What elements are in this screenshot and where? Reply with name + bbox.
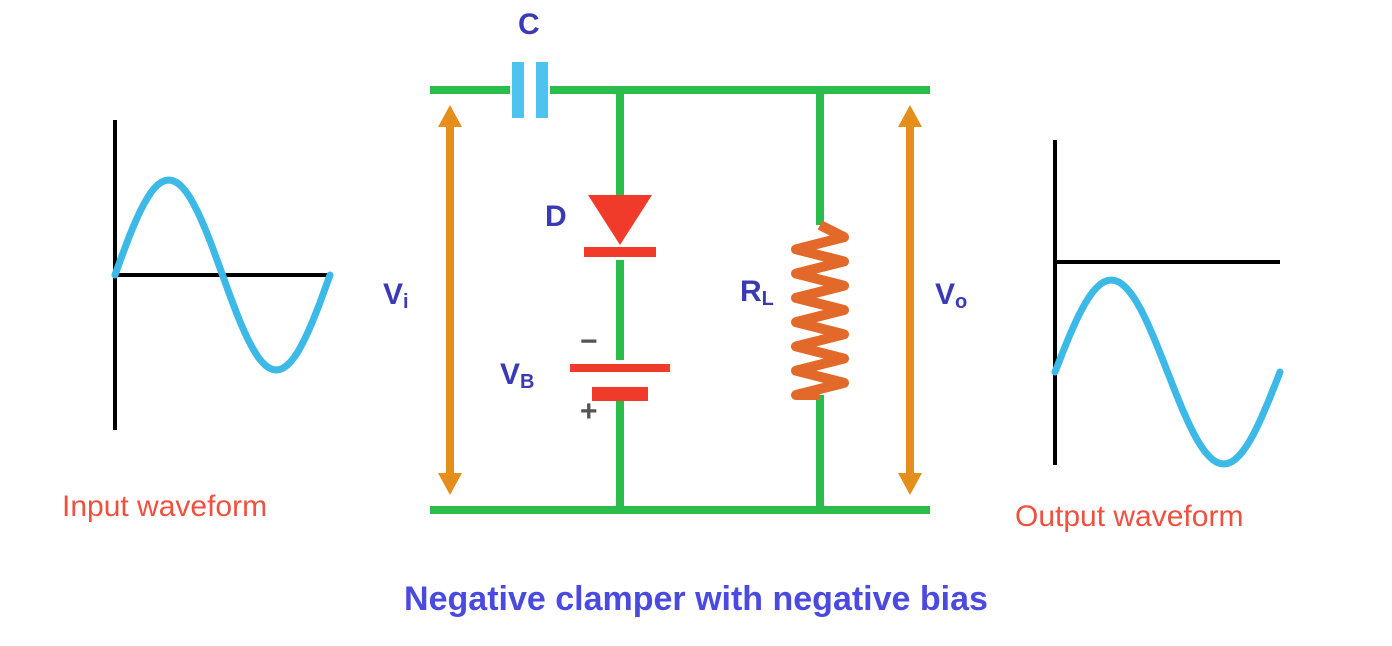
capacitor-label: C	[518, 8, 540, 42]
input-caption: Input waveform	[62, 490, 267, 524]
circuit-diagram	[0, 0, 1392, 646]
vi-label: Vi	[383, 278, 409, 314]
battery-label: VB	[500, 358, 534, 394]
vo-label: Vo	[935, 278, 967, 314]
diode-label: D	[545, 200, 567, 234]
diagram-title: Negative clamper with negative bias	[0, 580, 1392, 619]
output-caption: Output waveform	[1015, 500, 1243, 534]
resistor-label: RL	[740, 275, 774, 311]
battery-minus: −	[580, 325, 598, 359]
battery-plus: +	[580, 395, 598, 429]
